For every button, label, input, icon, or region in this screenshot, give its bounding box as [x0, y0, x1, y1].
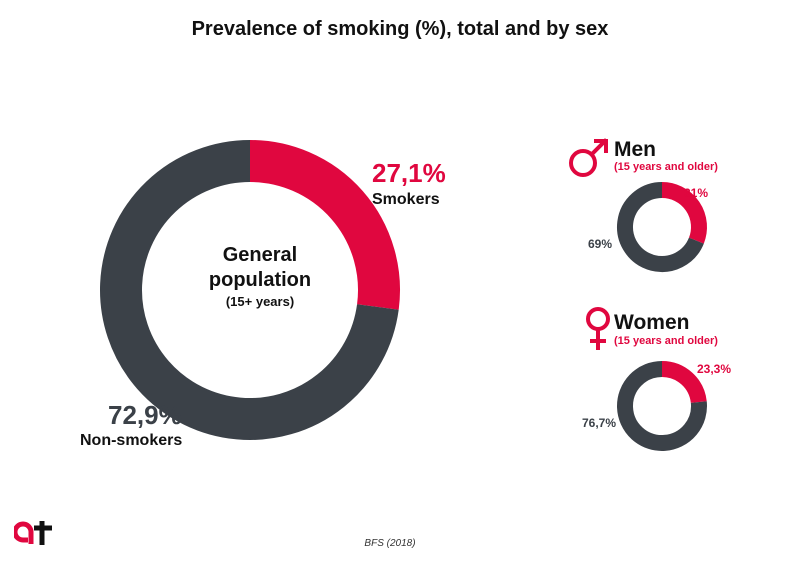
women-title: Women — [614, 311, 690, 334]
general-population-non-smokers-slice — [100, 140, 399, 440]
men-title: Men — [614, 138, 656, 161]
men-smokers-percent-label: 31% — [684, 186, 709, 200]
women-smokers-percent-label: 23,3% — [697, 362, 732, 376]
brand-logo — [14, 521, 52, 545]
men-subtitle: (15 years and older) — [614, 161, 718, 173]
general-population-donut — [100, 140, 400, 440]
center-label-line1: General — [222, 244, 298, 266]
center-label-line2: population — [208, 269, 312, 291]
general-population-smokers-slice — [249, 140, 400, 310]
women-non-smokers-percent-label: 76,7% — [582, 416, 617, 430]
source-note: BFS (2018) — [364, 538, 416, 549]
male-symbol-icon — [569, 138, 608, 177]
center-label-line3: (15+ years) — [225, 294, 295, 309]
non-smokers-percent-label: 72,9% — [108, 400, 182, 430]
women-non-smokers-slice — [617, 361, 707, 451]
men-non-smokers-slice — [617, 182, 704, 272]
women-donut — [617, 361, 707, 451]
men-non-smokers-percent-label: 69% — [588, 237, 613, 251]
female-symbol-icon — [586, 307, 610, 350]
non-smokers-label: Non-smokers — [80, 432, 183, 449]
smokers-percent-label: 27,1% — [372, 158, 446, 188]
women-subtitle: (15 years and older) — [614, 335, 718, 347]
chart-title: Prevalence of smoking (%), total and by … — [191, 18, 609, 40]
women-smokers-slice — [661, 361, 707, 404]
men-smokers-slice — [661, 182, 707, 244]
men-donut — [617, 182, 707, 272]
donut-center-label: General population (15+ years) — [185, 243, 335, 311]
smokers-label: Smokers — [372, 191, 440, 208]
